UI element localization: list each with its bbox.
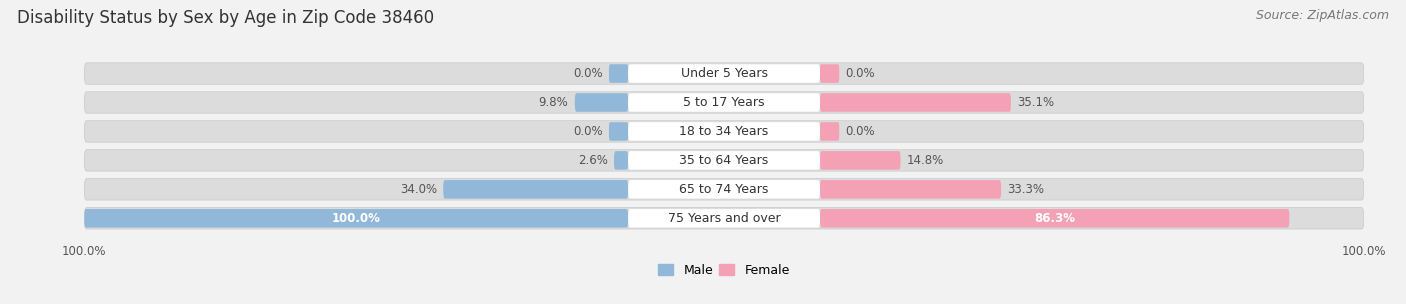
FancyBboxPatch shape [628,209,820,228]
FancyBboxPatch shape [84,121,1364,142]
Text: 0.0%: 0.0% [572,125,603,138]
FancyBboxPatch shape [820,122,839,141]
FancyBboxPatch shape [84,209,628,228]
FancyBboxPatch shape [820,180,1001,199]
FancyBboxPatch shape [628,122,820,141]
Text: 2.6%: 2.6% [578,154,607,167]
Text: 14.8%: 14.8% [907,154,945,167]
FancyBboxPatch shape [628,151,820,170]
Text: 34.0%: 34.0% [399,183,437,196]
Text: Source: ZipAtlas.com: Source: ZipAtlas.com [1256,9,1389,22]
Text: 86.3%: 86.3% [1035,212,1076,225]
Text: 75 Years and over: 75 Years and over [668,212,780,225]
FancyBboxPatch shape [84,92,1364,113]
Text: 9.8%: 9.8% [538,96,568,109]
Text: 0.0%: 0.0% [845,67,876,80]
FancyBboxPatch shape [628,180,820,199]
Text: 0.0%: 0.0% [845,125,876,138]
FancyBboxPatch shape [820,93,1011,112]
Text: 35 to 64 Years: 35 to 64 Years [679,154,769,167]
FancyBboxPatch shape [443,180,628,199]
FancyBboxPatch shape [820,151,900,170]
FancyBboxPatch shape [84,63,1364,84]
Text: 0.0%: 0.0% [572,67,603,80]
Text: 33.3%: 33.3% [1008,183,1045,196]
FancyBboxPatch shape [820,64,839,83]
Text: Disability Status by Sex by Age in Zip Code 38460: Disability Status by Sex by Age in Zip C… [17,9,434,27]
FancyBboxPatch shape [628,64,820,83]
FancyBboxPatch shape [84,208,1364,229]
FancyBboxPatch shape [820,209,1289,228]
FancyBboxPatch shape [628,93,820,112]
FancyBboxPatch shape [575,93,628,112]
Text: 100.0%: 100.0% [332,212,381,225]
Legend: Male, Female: Male, Female [654,259,794,282]
Text: 18 to 34 Years: 18 to 34 Years [679,125,769,138]
Text: Under 5 Years: Under 5 Years [681,67,768,80]
FancyBboxPatch shape [609,122,628,141]
Text: 35.1%: 35.1% [1018,96,1054,109]
Text: 65 to 74 Years: 65 to 74 Years [679,183,769,196]
FancyBboxPatch shape [614,151,628,170]
FancyBboxPatch shape [609,64,628,83]
FancyBboxPatch shape [84,150,1364,171]
Text: 5 to 17 Years: 5 to 17 Years [683,96,765,109]
FancyBboxPatch shape [84,179,1364,200]
